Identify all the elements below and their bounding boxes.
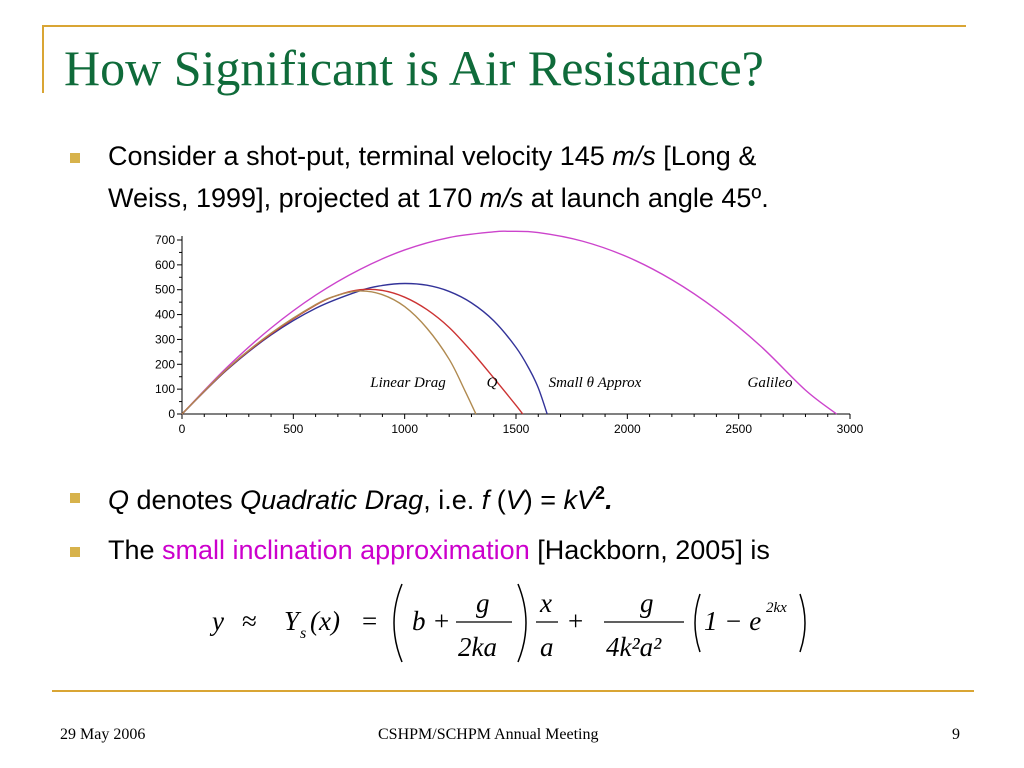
bullet-2-q: Q <box>108 485 130 515</box>
formula-exponent: 2kx <box>766 600 787 616</box>
bullet-2-f: f <box>481 485 490 515</box>
footer-rule <box>52 690 974 692</box>
bullet-1-text-a: Consider a shot-put, terminal velocity 1… <box>108 141 613 171</box>
bullet-1-unit-2: m/s <box>479 183 524 213</box>
x-tick-label: 0 <box>179 422 186 436</box>
bullet-marker-2 <box>70 493 80 503</box>
curve-label: Linear Drag <box>369 375 446 391</box>
formula-plus: + <box>568 606 583 636</box>
bullet-2-ie: , i.e. <box>423 485 482 515</box>
y-tick-label: 100 <box>155 382 175 396</box>
formula-Y: Y <box>284 606 302 636</box>
title-accent-rule <box>42 25 966 27</box>
bullet-1-text-d: at launch angle 45º. <box>523 183 769 213</box>
bullet-1-text-c: Weiss, 1999], projected at 170 <box>108 183 480 213</box>
bullet-3: The small inclination approximation [Hac… <box>108 530 770 570</box>
y-tick-label: 700 <box>155 233 175 247</box>
formula-approx: ≈ <box>242 606 257 636</box>
bullet-marker-1 <box>70 153 80 163</box>
y-tick-label: 500 <box>155 283 175 297</box>
bullet-3-rest: [Hackborn, 2005] is <box>529 535 770 565</box>
bullet-2-quadratic-drag: Quadratic Drag <box>240 485 424 515</box>
curve-label: Small θ Approx <box>549 375 642 391</box>
formula-equals: = <box>362 606 377 636</box>
formula-paren-right-1 <box>517 583 527 663</box>
bullet-1-line-1: Consider a shot-put, terminal velocity 1… <box>108 136 756 176</box>
formula-x-paren: (x) <box>310 606 340 636</box>
y-tick-label: 300 <box>155 332 175 346</box>
formula-y: y <box>209 606 224 636</box>
formula-num-x: x <box>539 588 552 618</box>
y-tick-label: 0 <box>168 407 175 421</box>
series-line-q <box>181 288 524 415</box>
series-line-linear-drag <box>181 290 477 415</box>
bullet-2-paren-close: ) = <box>523 485 564 515</box>
formula-den-2ka: 2ka <box>458 632 497 662</box>
bullet-1-text-b: [Long & <box>655 141 757 171</box>
bullet-2-kv: kV <box>563 485 596 515</box>
footer-date: 29 May 2006 <box>60 726 146 743</box>
x-tick-label: 3000 <box>837 422 864 436</box>
y-tick-label: 400 <box>155 308 175 322</box>
curve-label: Galileo <box>748 375 793 391</box>
x-tick-label: 2000 <box>614 422 641 436</box>
bullet-3-highlight: small inclination approximation <box>162 535 530 565</box>
series-line-small-approx <box>181 282 548 415</box>
formula-den-4k2a2: 4k²a² <box>606 632 662 662</box>
formula-den-a: a <box>540 632 554 662</box>
bullet-2: Q denotes Quadratic Drag, i.e. f (V) = k… <box>108 473 613 520</box>
bullet-1-line-2: Weiss, 1999], projected at 170 m/s at la… <box>108 178 769 218</box>
formula-one-minus-e: 1 − e <box>704 606 761 636</box>
bullet-1-unit-1: m/s <box>612 141 656 171</box>
formula-sub-s: s <box>300 625 306 642</box>
bullet-2-paren-open: ( <box>489 485 506 515</box>
footer-title: CSHPM/SCHPM Annual Meeting <box>378 726 599 743</box>
y-tick-label: 200 <box>155 357 175 371</box>
y-tick-label: 600 <box>155 258 175 272</box>
series-line-galileo <box>181 230 838 415</box>
formula-paren-left-2 <box>694 593 701 653</box>
x-tick-label: 1000 <box>391 422 418 436</box>
bullet-marker-3 <box>70 547 80 557</box>
curve-label: Q <box>487 375 498 391</box>
x-tick-label: 500 <box>283 422 303 436</box>
formula-paren-right-2 <box>799 593 806 653</box>
bullet-2-v: V <box>505 485 524 515</box>
bullet-3-the: The <box>108 535 163 565</box>
bullet-2-superscript: 2 <box>595 483 606 503</box>
formula-num-g2: g <box>640 588 654 618</box>
bullet-2-denotes: denotes <box>129 485 241 515</box>
slide-title: How Significant is Air Resistance? <box>64 40 764 96</box>
trajectory-chart: 0 100 200 300 400 500 600 700 0 500 1000 1500 2000 25… <box>155 230 864 436</box>
page-number: 9 <box>952 726 960 743</box>
x-tick-label: 2500 <box>725 422 752 436</box>
small-inclination-formula: y ≈ Y s (x) = b + g 2ka x a + g 4k²a² 1 … <box>209 583 806 663</box>
formula-num-g1: g <box>476 588 490 618</box>
bullet-2-period: . <box>605 485 613 515</box>
formula-b-plus: b + <box>412 606 450 636</box>
title-accent-bar <box>42 25 44 93</box>
formula-paren-left-1 <box>393 583 403 663</box>
x-tick-label: 1500 <box>503 422 530 436</box>
